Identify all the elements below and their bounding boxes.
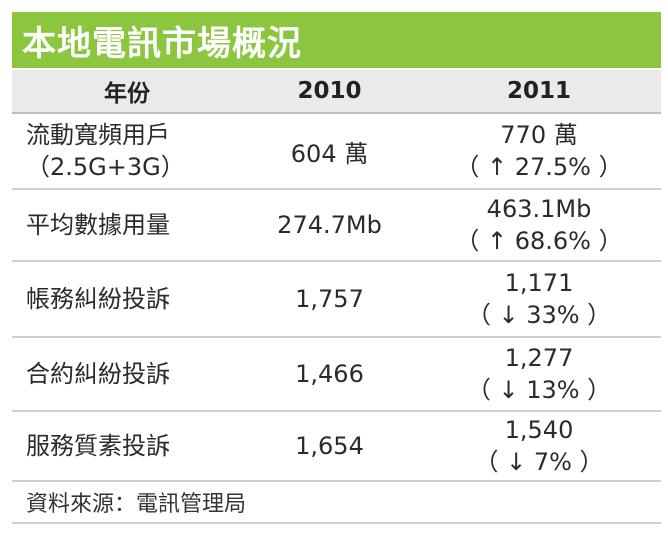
row-label: 流動寬頻用戶 （2.5G+3G） (12, 119, 242, 183)
row-label-main: 流動寬頻用戶 (26, 121, 170, 149)
value-2011: 463.1Mb (486, 195, 592, 223)
value-2010: 1,757 (295, 285, 364, 313)
value-2010: 1,466 (295, 360, 364, 388)
source-note: 資料來源：電訊管理局 (26, 492, 247, 517)
value-2011: 770 萬 (500, 121, 578, 149)
change-percent: （ ↑ 27.5% ） (455, 153, 623, 181)
row-label-main: 帳務糾紛投訴 (26, 285, 170, 313)
table-row: 服務質素投訴 1,654 1,540 （ ↓ 7% ） (12, 412, 661, 482)
change-percent: （ ↓ 13% ） (466, 376, 612, 404)
page-title: 本地電訊市場概況 (22, 23, 302, 64)
table-row: 帳務糾紛投訴 1,757 1,171 （ ↓ 33% ） (12, 262, 661, 338)
table-row: 流動寬頻用戶 （2.5G+3G） 604 萬 770 萬 （ ↑ 27.5% ） (12, 114, 661, 190)
bottom-divider (12, 522, 661, 524)
header-2010: 2010 (297, 78, 362, 104)
header-year-label: 年份 (104, 81, 150, 107)
row-label-sub: （2.5G+3G） (26, 153, 185, 181)
row-label: 平均數據用量 (12, 209, 242, 241)
row-label: 帳務糾紛投訴 (12, 283, 242, 315)
value-2011-cell: 1,277 （ ↓ 13% ） (417, 342, 661, 406)
row-label-main: 平均數據用量 (26, 211, 170, 239)
value-2011-cell: 770 萬 （ ↑ 27.5% ） (417, 119, 661, 183)
title-bar: 本地電訊市場概況 (12, 12, 661, 68)
table-row: 平均數據用量 274.7Mb 463.1Mb （ ↑ 68.6% ） (12, 190, 661, 262)
row-label-main: 服務質素投訴 (26, 432, 170, 460)
value-2010: 274.7Mb (277, 211, 382, 239)
value-2010: 1,654 (295, 432, 364, 460)
change-percent: （ ↓ 7% ） (474, 448, 604, 476)
value-2011: 1,540 (504, 416, 574, 444)
table-header: 年份 2010 2011 (12, 70, 661, 114)
value-2011-cell: 1,540 （ ↓ 7% ） (417, 414, 661, 478)
value-2010: 604 萬 (290, 139, 369, 168)
row-label-main: 合約糾紛投訴 (26, 360, 170, 388)
value-2011-cell: 1,171 （ ↓ 33% ） (417, 267, 661, 331)
row-label: 服務質素投訴 (12, 430, 242, 462)
table-row: 合約糾紛投訴 1,466 1,277 （ ↓ 13% ） (12, 338, 661, 412)
row-label: 合約糾紛投訴 (12, 358, 242, 390)
change-percent: （ ↓ 33% ） (466, 301, 612, 329)
change-percent: （ ↑ 68.6% ） (455, 227, 623, 255)
header-2011: 2011 (506, 78, 571, 104)
value-2011: 1,277 (504, 344, 574, 372)
value-2011: 1,171 (504, 269, 574, 297)
value-2011-cell: 463.1Mb （ ↑ 68.6% ） (417, 193, 661, 257)
